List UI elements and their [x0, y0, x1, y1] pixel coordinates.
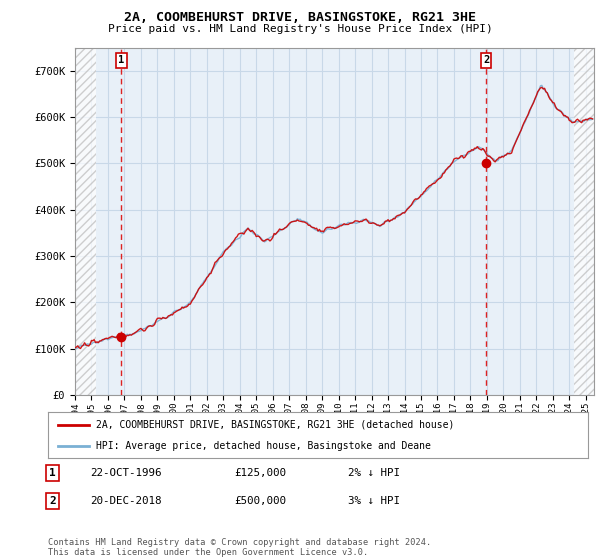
Text: £125,000: £125,000: [234, 468, 286, 478]
Text: 2% ↓ HPI: 2% ↓ HPI: [348, 468, 400, 478]
Text: Contains HM Land Registry data © Crown copyright and database right 2024.
This d: Contains HM Land Registry data © Crown c…: [48, 538, 431, 557]
Text: 2: 2: [483, 55, 489, 65]
Text: 2: 2: [49, 496, 56, 506]
Bar: [75, 48, 95, 395]
Text: 3% ↓ HPI: 3% ↓ HPI: [348, 496, 400, 506]
Text: Price paid vs. HM Land Registry's House Price Index (HPI): Price paid vs. HM Land Registry's House …: [107, 24, 493, 34]
Text: HPI: Average price, detached house, Basingstoke and Deane: HPI: Average price, detached house, Basi…: [95, 441, 430, 451]
Text: 1: 1: [118, 55, 124, 65]
Text: 1: 1: [49, 468, 56, 478]
Bar: [574, 48, 594, 395]
Text: 2A, COOMBEHURST DRIVE, BASINGSTOKE, RG21 3HE (detached house): 2A, COOMBEHURST DRIVE, BASINGSTOKE, RG21…: [95, 419, 454, 430]
Text: 22-OCT-1996: 22-OCT-1996: [90, 468, 161, 478]
Text: 2A, COOMBEHURST DRIVE, BASINGSTOKE, RG21 3HE: 2A, COOMBEHURST DRIVE, BASINGSTOKE, RG21…: [124, 11, 476, 24]
Text: £500,000: £500,000: [234, 496, 286, 506]
Text: 20-DEC-2018: 20-DEC-2018: [90, 496, 161, 506]
